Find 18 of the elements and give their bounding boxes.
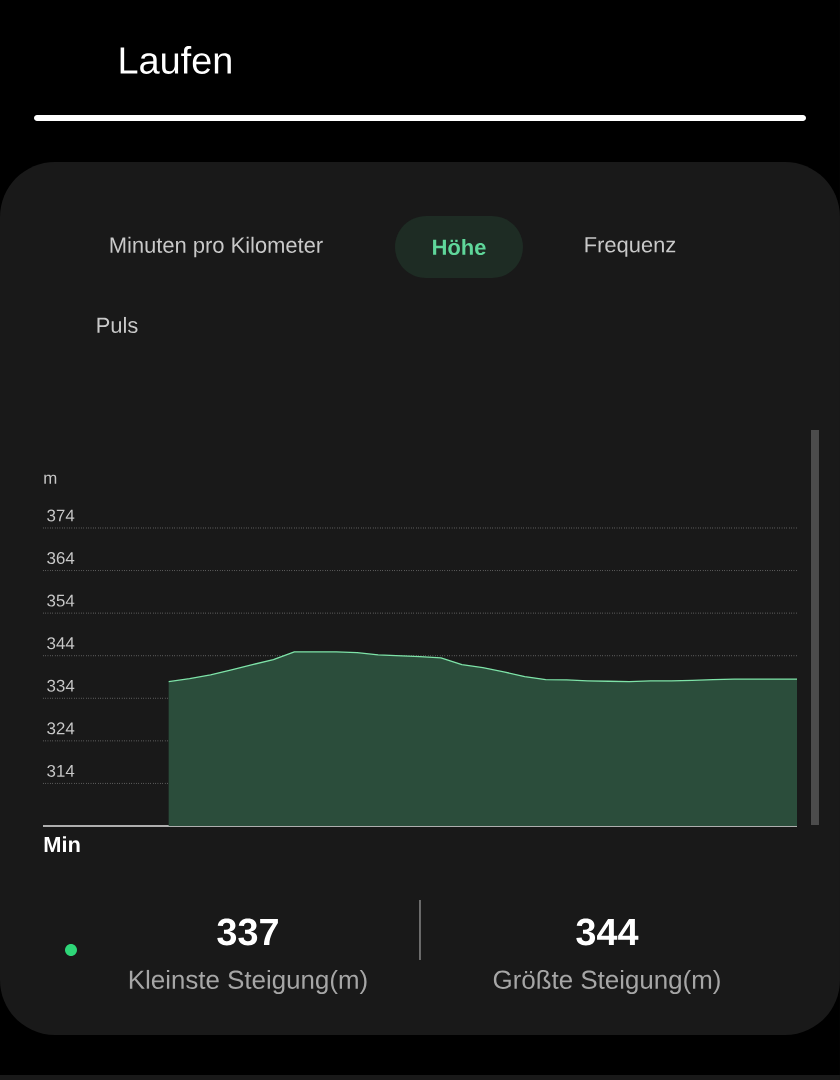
y-tick-label: 324 [47,722,75,735]
y-tick-label: 314 [47,764,75,777]
text: Kleinste Steigung(m) [129,969,367,995]
x-axis-title: Min [44,836,80,853]
text: Größte Steigung(m) [493,969,720,995]
y-tick-label: 334 [47,679,75,692]
y-axis-title: m [44,474,57,484]
text: 337 [217,918,278,946]
y-tick-label: 364 [47,552,75,565]
text: Puls [97,316,138,334]
text: 344 [576,918,639,946]
text: Frequenz [585,237,676,257]
text: Höhe [433,238,486,256]
y-tick-label: 374 [47,509,75,522]
y-tick-label: 354 [47,594,75,607]
chart-title: Laufen [120,46,231,74]
y-tick-label: 344 [47,637,75,650]
text: Minuten pro Kilometer [110,236,323,258]
